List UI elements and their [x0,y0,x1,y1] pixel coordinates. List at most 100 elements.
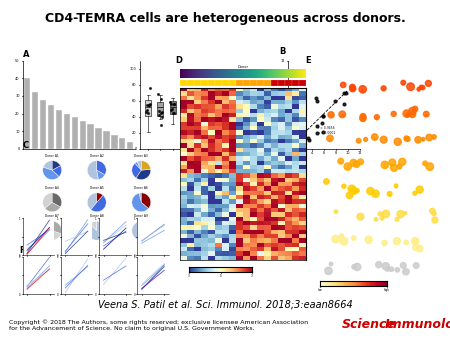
Wedge shape [97,193,103,202]
Point [382,264,389,269]
Title: Donor A9: Donor A9 [135,215,148,218]
Wedge shape [132,163,141,178]
Title: Donor A3: Donor A3 [135,154,148,158]
Point [170,111,177,116]
Wedge shape [97,170,105,179]
Point [359,116,366,121]
Point [286,150,293,155]
Point [348,186,356,192]
Point [419,85,426,90]
Title: Donor A4: Donor A4 [45,186,59,190]
Point [158,114,165,120]
Text: F: F [20,246,25,255]
Point [340,82,347,88]
Point [147,86,154,91]
Bar [48,105,54,149]
Point [180,116,187,121]
Point [426,135,433,140]
Wedge shape [43,221,61,240]
Point [328,261,335,267]
Point [431,217,438,223]
Point [340,239,347,244]
Point [289,130,297,136]
Point [332,236,339,242]
Point [381,162,388,168]
Point [409,108,416,114]
Point [390,165,397,171]
Point [181,104,188,109]
Point [349,84,356,90]
Point [350,235,357,241]
Bar [87,124,94,149]
Text: C: C [22,141,29,150]
Point [402,269,410,274]
Point [338,233,345,239]
Point [403,240,410,245]
PathPatch shape [182,111,188,120]
Wedge shape [87,193,97,210]
Point [403,111,410,116]
Point [418,84,425,90]
Point [353,162,360,167]
Point [367,188,374,194]
Title: Donor A2: Donor A2 [90,154,104,158]
Point [314,130,321,136]
Point [313,98,320,104]
Point [320,130,327,135]
Point [146,101,153,106]
Bar [32,93,38,149]
Wedge shape [43,167,59,179]
Point [319,120,326,126]
Text: CD4-TEMRA cells are heterogeneous across donors.: CD4-TEMRA cells are heterogeneous across… [45,12,405,25]
Bar [180,80,187,86]
Point [320,113,327,119]
Bar [127,142,133,149]
Point [171,101,178,107]
Bar [250,80,257,86]
Text: B: B [279,47,285,55]
Point [170,110,177,116]
Bar [104,131,110,149]
Title: Donor A1: Donor A1 [45,154,59,158]
Bar [243,80,250,86]
Point [415,87,422,92]
Point [394,139,401,144]
Point [155,109,162,114]
Point [425,81,432,86]
Wedge shape [90,221,97,231]
Bar [285,80,292,86]
Point [341,102,348,107]
Wedge shape [137,161,141,170]
Point [429,209,436,214]
Point [340,90,347,96]
Point [404,112,411,118]
Bar [95,128,102,149]
Point [328,112,335,118]
Point [416,187,423,192]
Point [422,161,429,166]
Point [390,111,397,117]
Point [314,123,321,128]
Wedge shape [52,166,62,177]
Point [155,112,162,118]
Point [146,102,153,107]
Point [399,159,406,165]
Title: Donor A5: Donor A5 [90,186,104,190]
Bar [24,78,31,149]
Point [400,263,407,268]
Wedge shape [43,193,52,208]
Point [313,95,320,100]
Point [158,97,165,102]
Point [393,238,400,244]
Point [400,80,407,85]
Point [412,239,419,244]
Point [180,91,188,96]
Wedge shape [132,221,151,240]
Point [412,239,419,244]
Point [386,191,393,197]
Point [182,108,189,114]
Point [183,104,190,110]
Point [355,138,362,143]
Point [373,115,380,120]
Title: Donor A6: Donor A6 [135,186,148,190]
